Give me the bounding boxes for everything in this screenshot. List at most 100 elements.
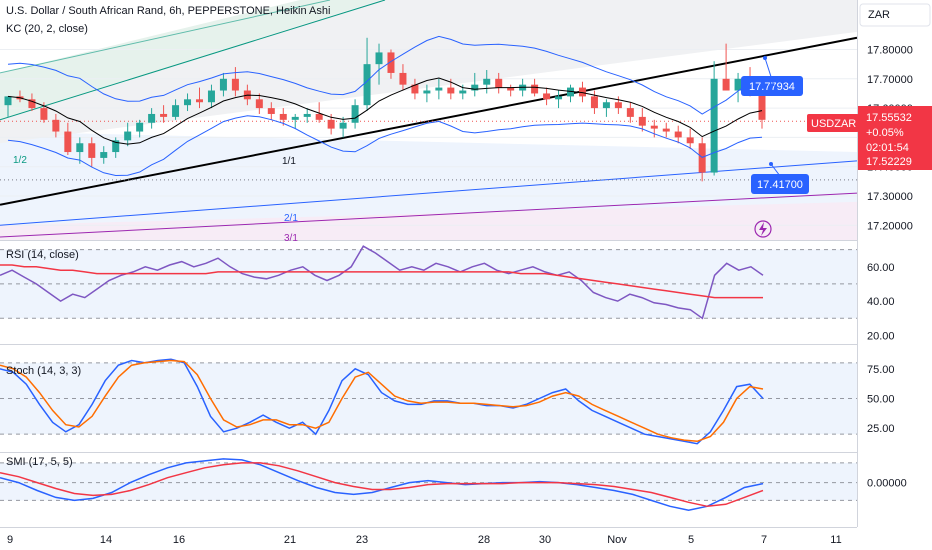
candle-body <box>399 72 407 85</box>
candle-body <box>483 78 491 85</box>
candle-body <box>555 96 563 100</box>
candle-body <box>255 99 263 109</box>
candle-body <box>136 122 144 132</box>
price-axis[interactable]: 17.8000017.7000017.6000017.5000017.40000… <box>807 0 932 550</box>
candle-body <box>351 105 359 123</box>
candle-body <box>172 105 180 117</box>
price-pane[interactable]: 17.77934 17.41700 <box>0 0 932 241</box>
fan-label-2-1: 2/1 <box>284 213 298 224</box>
price-tick: 17.70000 <box>867 74 913 86</box>
smi-series-1 <box>0 462 764 508</box>
candle-body <box>495 78 503 88</box>
alert-icon <box>754 220 772 238</box>
price-tick: 17.30000 <box>867 191 913 203</box>
alert-circle <box>754 220 772 238</box>
price-tick: 17.20000 <box>867 220 913 232</box>
rsi-tick: 60.00 <box>867 262 895 274</box>
callout-dot-2 <box>769 162 773 166</box>
candle-body <box>507 87 515 91</box>
symbol-badge-bg <box>807 114 859 132</box>
candle-body <box>315 113 323 120</box>
candle-body <box>686 137 694 144</box>
stoch-tick: 25.00 <box>867 423 895 435</box>
rsi-tick: 40.00 <box>867 296 895 308</box>
stoch-label: Stoch (14, 3, 3) <box>6 365 81 377</box>
symbol-badge: USDZAR <box>807 114 859 132</box>
candle-body <box>88 143 96 158</box>
time-tick: 28 <box>478 534 490 546</box>
candle-body <box>531 84 539 94</box>
fan-label-1-2: 1/2 <box>13 155 27 166</box>
candle-body <box>614 102 622 109</box>
candle-body <box>626 108 634 117</box>
price-axis-bg <box>857 0 932 550</box>
smi-tick: 0.00000 <box>867 478 907 490</box>
time-tick: 23 <box>356 534 368 546</box>
fan-line-1-2 <box>0 0 386 121</box>
low-price-badge-bg <box>858 152 932 170</box>
time-tick: 21 <box>284 534 296 546</box>
candle-body <box>447 87 455 94</box>
candle-body <box>435 87 443 91</box>
candle-body <box>567 87 575 97</box>
candle-body <box>578 87 586 97</box>
kc-lower-callout-box <box>751 174 809 194</box>
chart-title: U.S. Dollar / South African Rand, 6h, PE… <box>6 5 330 17</box>
candle-body <box>459 90 467 94</box>
rsi-label: RSI (14, close) <box>6 249 79 261</box>
time-axis[interactable]: 9 14 16 21 23 28 30 Nov 5 7 11 <box>7 534 842 546</box>
kc-lower-band <box>7 115 763 177</box>
candle-body <box>148 113 156 123</box>
candle-body <box>411 84 419 94</box>
callout-leader-2 <box>770 163 781 177</box>
candle-body <box>28 99 36 109</box>
candle-body <box>674 131 682 138</box>
candle-body <box>471 84 479 91</box>
candle-body <box>710 78 718 173</box>
candle-body <box>40 108 48 120</box>
time-tick: 9 <box>7 534 13 546</box>
stoch-pane[interactable] <box>0 358 932 453</box>
candle-body <box>602 102 610 109</box>
fan-fill-2 <box>0 201 857 240</box>
candle-body <box>722 78 730 91</box>
price-tick: 17.80000 <box>867 45 913 57</box>
currency-box <box>859 3 931 27</box>
candle-body <box>339 122 347 129</box>
candle-body <box>4 96 12 106</box>
alert-bolt <box>759 222 767 236</box>
overlay-labels: U.S. Dollar / South African Rand, 6h, PE… <box>6 5 890 468</box>
smi-band <box>0 462 857 501</box>
symbol-badge-text: USDZAR <box>811 118 856 130</box>
candles <box>4 37 766 182</box>
candle-body <box>423 90 431 94</box>
candle-body <box>76 143 84 153</box>
candle-body <box>375 52 383 65</box>
candle-body <box>291 116 299 120</box>
candle-body <box>112 140 120 153</box>
fan-line-3-1 <box>0 192 858 238</box>
kc-upper-callout: 17.77934 <box>741 76 803 96</box>
fan-label-1-1: 1/1 <box>282 156 296 167</box>
candle-body <box>207 90 215 103</box>
rsi-pane[interactable] <box>0 245 932 345</box>
kc-lower-callout: 17.41700 <box>751 174 809 194</box>
candle-body <box>734 78 742 91</box>
kc-upper-callout-box <box>741 76 803 96</box>
last-price-badge-line: 17.55532 <box>866 112 912 124</box>
candle-body <box>758 90 766 120</box>
stoch-tick: 75.00 <box>867 364 895 376</box>
candle-body <box>124 131 132 141</box>
rsi-tick: 20.00 <box>867 330 895 342</box>
candle-body <box>100 152 108 158</box>
smi-pane[interactable] <box>0 458 932 528</box>
time-tick: 11 <box>830 534 841 546</box>
candle-body <box>590 96 598 109</box>
time-tick: 5 <box>688 534 694 546</box>
candle-body <box>638 116 646 126</box>
candle-body <box>64 131 72 153</box>
candle-body <box>52 119 60 132</box>
fan-line-upper <box>0 0 331 74</box>
candle-body <box>303 113 311 117</box>
